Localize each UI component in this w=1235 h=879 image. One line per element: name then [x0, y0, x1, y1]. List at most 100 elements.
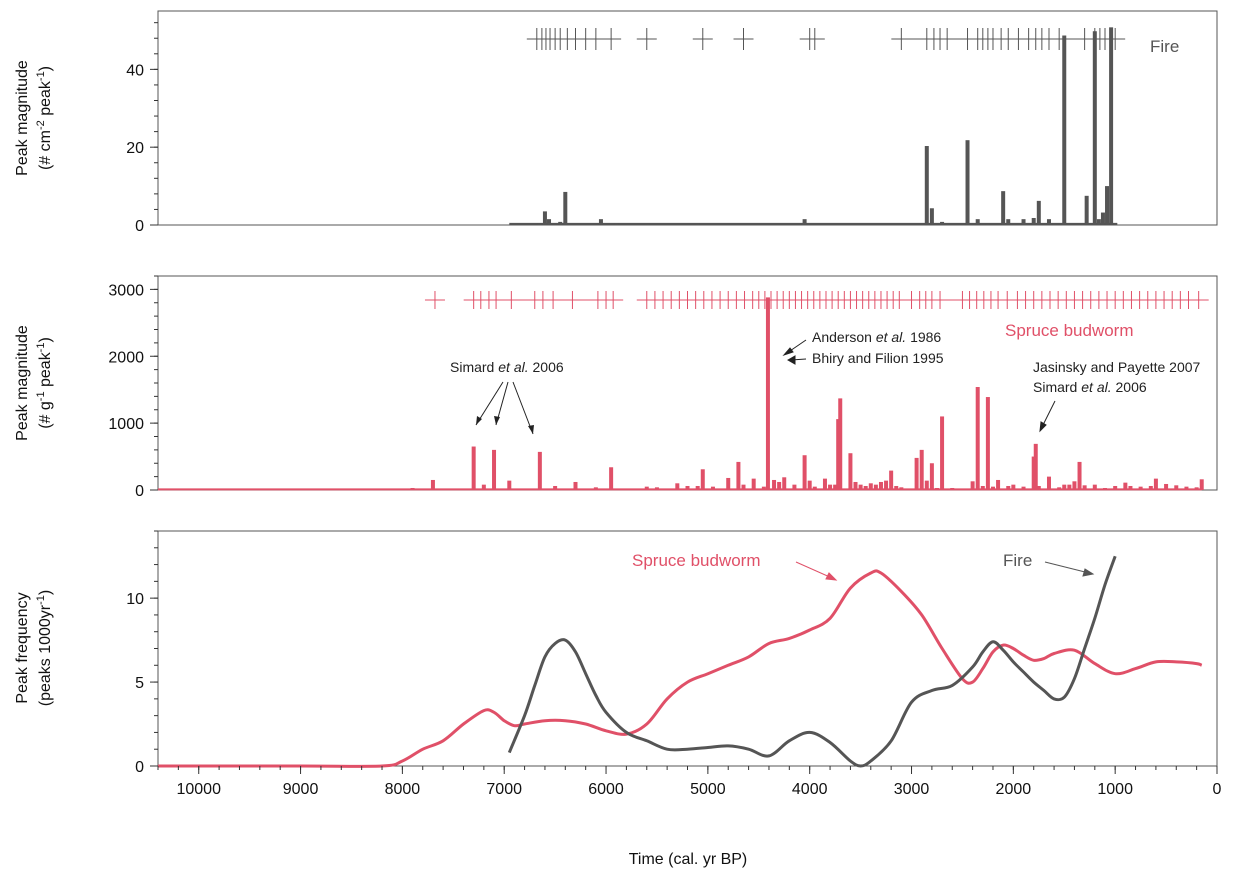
bar — [1092, 484, 1097, 490]
bar — [609, 467, 614, 490]
bar — [1036, 485, 1041, 490]
bar — [558, 221, 563, 225]
bar — [970, 481, 975, 490]
bar — [614, 223, 619, 225]
budworm-bars — [158, 297, 1204, 491]
bar — [537, 451, 542, 490]
bar — [1199, 479, 1204, 490]
bar — [741, 484, 746, 490]
annotation-simard-2006-b: Simard et al. 2006 — [1033, 379, 1147, 395]
budworm-magnitude-panel: 0 1000 2000 3000 Spruce budworm Simard et a… — [14, 275, 1218, 500]
frequency-lines — [158, 555, 1203, 768]
x-tick-label: 2000 — [996, 781, 1032, 798]
fire-bars — [509, 27, 1118, 226]
jasinsky-arrow — [1039, 400, 1056, 433]
bar — [812, 486, 817, 490]
bar — [889, 470, 894, 490]
bar — [1128, 485, 1133, 490]
bar — [782, 477, 787, 490]
bar — [751, 478, 756, 490]
bar — [1036, 200, 1041, 225]
bar — [492, 449, 497, 490]
x-axis-label: Time (cal. yr BP) — [629, 851, 748, 868]
bar — [598, 219, 603, 225]
frequency-x-ticks: 10000 9000 8000 7000 6000 5000 4000 3000 2000 100… — [157, 766, 1222, 798]
budworm-y-axis-units: (# g-1 peak-1) — [35, 337, 54, 429]
bar — [863, 485, 868, 490]
budworm-y-axis-label: Peak magnitude — [14, 325, 31, 441]
bar — [542, 211, 547, 225]
bar — [1105, 186, 1110, 225]
y-tick-label: 10 — [126, 591, 144, 608]
bar — [996, 479, 1001, 490]
bar — [675, 483, 680, 490]
bar — [950, 487, 955, 490]
bar — [1031, 456, 1036, 490]
bar — [1102, 487, 1107, 490]
bar — [1174, 485, 1179, 490]
bar — [924, 480, 929, 490]
budworm-y-ticks: 0 1000 2000 3000 — [108, 275, 158, 500]
fire-panel-frame — [157, 10, 1218, 226]
bar — [481, 484, 486, 490]
x-tick-label: 4000 — [792, 781, 828, 798]
annotation-bhiry-filion-1995: Bhiry and Filion 1995 — [812, 350, 944, 366]
fire-y-axis-label: Peak magnitude — [14, 60, 31, 176]
x-tick-label: 9000 — [283, 781, 319, 798]
fire-y-ticks: 0 20 40 — [126, 22, 158, 235]
budworm-curve-label: Spruce budworm — [632, 551, 761, 570]
bar — [990, 486, 995, 490]
annotation-anderson-1986: Anderson et al. 1986 — [812, 329, 941, 345]
annotation-jasinsky-payette-2007: Jasinsky and Payette 2007 — [1033, 359, 1201, 375]
fire-series-label: Fire — [1150, 37, 1179, 56]
y-tick-label: 20 — [126, 140, 144, 157]
bar — [410, 487, 415, 490]
bar — [1109, 27, 1114, 226]
y-tick-label: 2000 — [108, 349, 144, 366]
bar — [772, 479, 777, 490]
bar — [710, 486, 715, 490]
bar — [644, 486, 649, 490]
bar — [980, 485, 985, 490]
bar — [919, 449, 924, 490]
bar — [1072, 481, 1077, 490]
bar — [1113, 223, 1118, 225]
annotation-simard-2006-a: Simard et al. 2006 — [450, 359, 564, 375]
x-tick-label: 1000 — [1097, 781, 1133, 798]
bar — [899, 487, 904, 490]
bar — [833, 484, 838, 490]
y-tick-label: 40 — [126, 62, 144, 79]
bar — [471, 446, 476, 490]
y-tick-label: 3000 — [108, 282, 144, 299]
bar — [848, 453, 853, 490]
y-tick-label: 0 — [135, 759, 144, 776]
bar — [1148, 485, 1153, 490]
bar — [873, 484, 878, 490]
bar — [695, 485, 700, 490]
bar — [965, 140, 970, 225]
budworm-frequency-line — [158, 569, 1203, 768]
x-tick-label: 7000 — [486, 781, 522, 798]
bar — [1033, 443, 1038, 490]
bar — [1084, 195, 1089, 225]
bar — [980, 223, 985, 225]
bar — [1092, 31, 1097, 225]
bar — [1062, 484, 1067, 490]
bar — [1184, 486, 1189, 490]
bar — [975, 219, 980, 225]
x-tick-label: 6000 — [588, 781, 624, 798]
bar — [1077, 461, 1082, 490]
fire-y-axis-units: (# cm-2 peak-1) — [35, 66, 54, 170]
y-tick-label: 0 — [135, 218, 144, 235]
bar — [878, 481, 883, 490]
bar — [1006, 485, 1011, 490]
bar — [858, 484, 863, 490]
budworm-event-marks — [424, 291, 1209, 309]
bar — [853, 481, 858, 490]
frequency-y-axis-label: Peak frequency — [14, 592, 31, 703]
bar — [1046, 476, 1051, 490]
bar — [1031, 217, 1036, 225]
bar — [940, 416, 945, 490]
